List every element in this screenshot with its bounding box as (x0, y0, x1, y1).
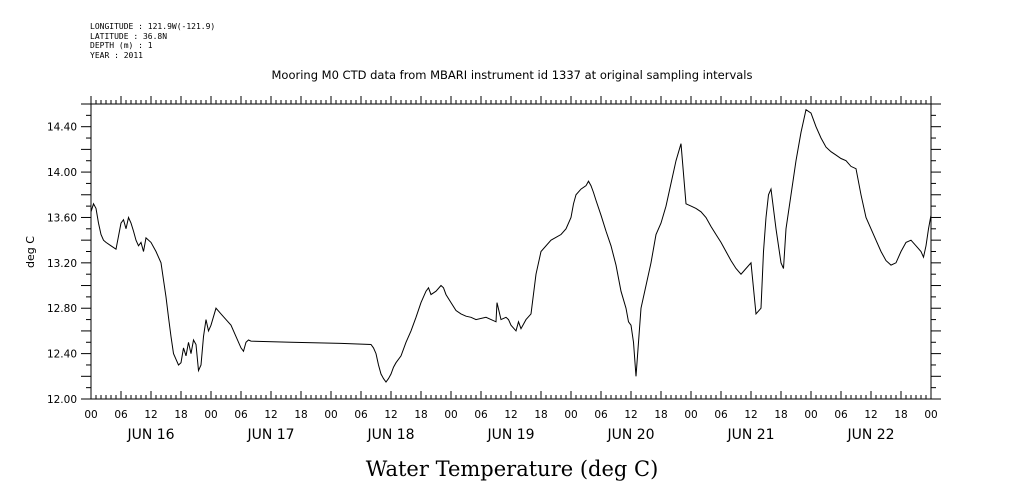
day-label: JUN 16 (126, 427, 174, 443)
x-tick-labels: 00 06 12 18 00 06 12 18 00 06 12 18 00 06 12 18 00 06 12 18… (84, 409, 937, 421)
x-tick-label: 06 (234, 409, 248, 421)
y-tick-labels: 12.00 12.40 12.80 13.20 13.60 14.00 14.40 (47, 122, 77, 406)
depth-line: DEPTH (m) : 1 (90, 41, 153, 51)
y-tick-label: 12.40 (47, 349, 77, 361)
x-tick-label: 00 (204, 409, 217, 421)
x-tick-label: 18 (654, 409, 667, 421)
day-label: JUN 22 (846, 427, 894, 443)
x-tick-label: 00 (924, 409, 937, 421)
x-tick-label: 06 (594, 409, 608, 421)
day-label: JUN 17 (246, 427, 294, 443)
y-tick-label: 13.60 (47, 212, 77, 224)
x-tick-label: 18 (294, 409, 307, 421)
day-label: JUN 19 (486, 427, 534, 443)
x-tick-label: 18 (894, 409, 907, 421)
x-tick-label: 06 (714, 409, 728, 421)
x-tick-label: 12 (864, 409, 877, 421)
y-tick-label: 12.80 (47, 303, 77, 315)
x-tick-label: 12 (744, 409, 757, 421)
x-tick-label: 18 (174, 409, 187, 421)
x-tick-label: 00 (84, 409, 97, 421)
x-tick-label: 00 (684, 409, 697, 421)
x-tick-label: 06 (354, 409, 368, 421)
day-label: JUN 18 (366, 427, 414, 443)
x-tick-label: 18 (414, 409, 427, 421)
x-axis-label: Water Temperature (deg C) (366, 457, 659, 481)
year-line: YEAR : 2011 (90, 50, 143, 60)
x-tick-label: 00 (324, 409, 337, 421)
x-tick-label: 12 (144, 409, 157, 421)
x-tick-label: 00 (444, 409, 457, 421)
x-tick-label: 12 (264, 409, 277, 421)
x-tick-label: 06 (834, 409, 848, 421)
x-tick-label: 00 (804, 409, 817, 421)
series-line (90, 108, 932, 383)
day-label: JUN 20 (606, 427, 654, 443)
x-tick-label: 18 (774, 409, 787, 421)
plot-frame (90, 103, 932, 400)
day-label: JUN 21 (726, 427, 774, 443)
x-tick-label: 00 (564, 409, 577, 421)
longitude-line: LONGITUDE : 121.9W(-121.9) (90, 22, 216, 31)
latitude-line: LATITUDE : 36.8N (90, 31, 168, 41)
chart-title: Mooring M0 CTD data from MBARI instrumen… (272, 68, 753, 82)
y-tick-label: 14.00 (47, 167, 77, 179)
x-tick-label: 12 (504, 409, 517, 421)
y-axis-label: deg C (24, 236, 37, 268)
x-tick-label: 12 (624, 409, 637, 421)
x-tick-label: 06 (114, 409, 128, 421)
axis-ticks (81, 96, 941, 400)
x-tick-label: 18 (534, 409, 547, 421)
y-tick-label: 12.00 (47, 394, 77, 406)
x-tick-label: 06 (474, 409, 488, 421)
day-labels: JUN 16 JUN 17 JUN 18 JUN 19 JUN 20 JUN 21 JUN … (126, 427, 894, 443)
y-tick-label: 13.20 (47, 258, 77, 270)
y-tick-label: 14.40 (47, 122, 77, 134)
mooring-metadata: LONGITUDE : 121.9W(-121.9) LATITUDE : 36… (90, 22, 215, 60)
x-tick-label: 12 (384, 409, 397, 421)
